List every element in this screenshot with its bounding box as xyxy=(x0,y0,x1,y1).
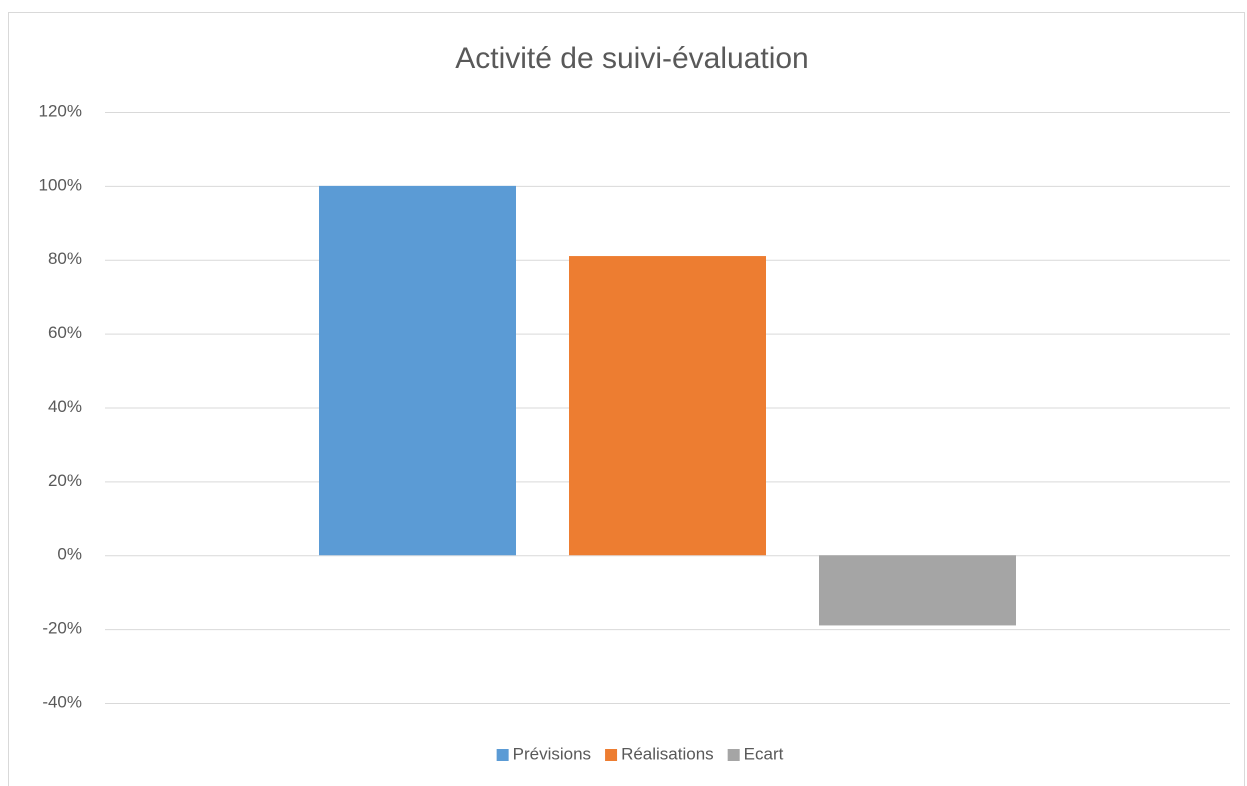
legend-swatch xyxy=(496,749,509,761)
y-tick-label: 20% xyxy=(48,471,82,490)
bar xyxy=(319,185,516,556)
y-tick-label: -20% xyxy=(42,619,82,638)
legend-label: Réalisations xyxy=(621,744,714,763)
y-tick-label: 80% xyxy=(48,249,82,268)
y-tick-label: 100% xyxy=(39,175,82,194)
y-tick-label: 0% xyxy=(57,545,82,564)
y-tick-label: 40% xyxy=(48,397,82,416)
chart-title: Activité de suivi-évaluation xyxy=(455,42,809,75)
y-tick-label: -40% xyxy=(42,692,82,711)
bar xyxy=(819,555,1016,626)
y-tick-label: 60% xyxy=(48,323,82,342)
bar xyxy=(569,256,766,556)
legend-swatch xyxy=(727,749,740,761)
legend-swatch xyxy=(605,749,618,761)
legend-label: Ecart xyxy=(744,744,784,763)
y-tick-label: 120% xyxy=(39,101,82,120)
legend-label: Prévisions xyxy=(513,744,591,763)
